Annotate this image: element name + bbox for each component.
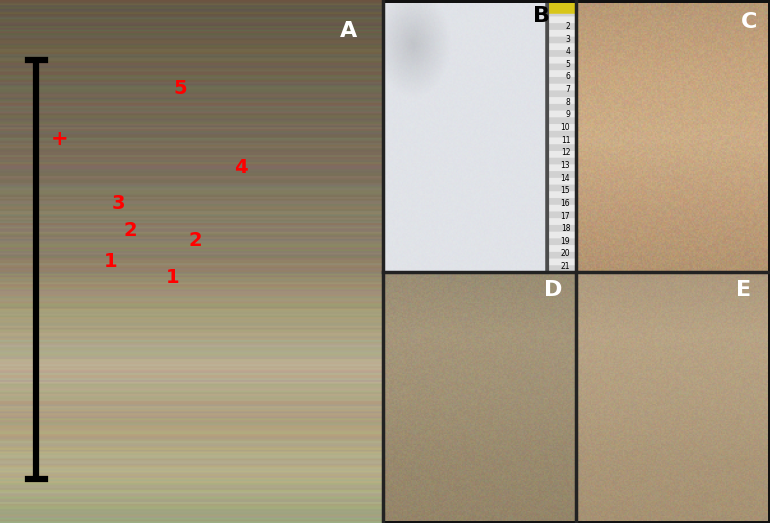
Text: 20: 20 — [561, 249, 571, 258]
Text: 21: 21 — [561, 262, 571, 271]
Text: 8: 8 — [565, 98, 571, 107]
Text: 5: 5 — [565, 60, 571, 69]
Text: 7: 7 — [565, 85, 571, 94]
Text: 13: 13 — [561, 161, 571, 170]
Text: B: B — [533, 6, 550, 27]
Text: 2: 2 — [123, 221, 137, 240]
Text: A: A — [340, 21, 357, 41]
Text: 2: 2 — [189, 231, 203, 250]
Text: 2: 2 — [565, 22, 571, 31]
Text: 11: 11 — [561, 135, 571, 145]
Text: D: D — [544, 280, 562, 300]
Text: 4: 4 — [565, 47, 571, 56]
Text: 10: 10 — [561, 123, 571, 132]
Text: 1: 1 — [104, 252, 118, 271]
Text: 1: 1 — [166, 268, 179, 287]
Text: 3: 3 — [112, 195, 126, 213]
Text: 15: 15 — [561, 186, 571, 195]
Text: E: E — [735, 280, 751, 300]
Text: C: C — [741, 12, 757, 32]
Text: 5: 5 — [173, 79, 187, 98]
Text: 19: 19 — [561, 237, 571, 246]
Text: 9: 9 — [565, 110, 571, 119]
Text: 14: 14 — [561, 174, 571, 183]
Text: 18: 18 — [561, 224, 571, 233]
Text: 6: 6 — [565, 73, 571, 82]
Text: 16: 16 — [561, 199, 571, 208]
Text: 4: 4 — [235, 158, 248, 177]
Text: +: + — [51, 129, 69, 149]
Text: 3: 3 — [565, 35, 571, 43]
Text: 17: 17 — [561, 211, 571, 221]
Text: 12: 12 — [561, 149, 571, 157]
